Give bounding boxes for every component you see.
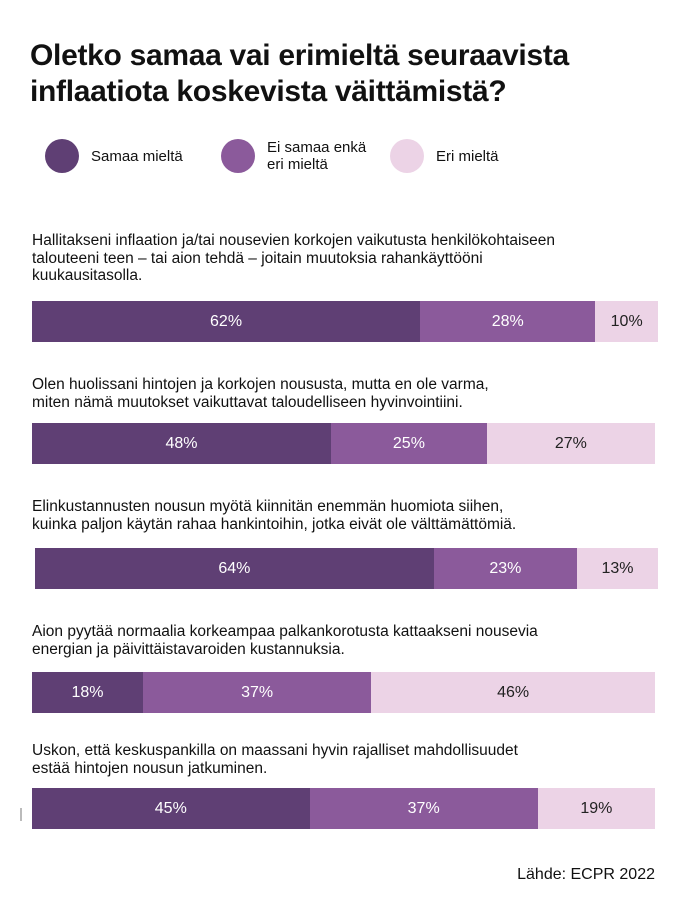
data-label: 37% xyxy=(241,683,274,701)
edge-mark xyxy=(20,808,22,821)
stacked-bar-3: 64% 23% 13% xyxy=(35,548,658,589)
chart-title: Oletko samaa vai erimieltä seuraavista i… xyxy=(30,39,569,108)
data-label: 23% xyxy=(489,559,522,577)
segment-neutral: 25% xyxy=(331,423,487,464)
statement-5: Uskon, että keskuspankilla on maassani h… xyxy=(32,742,518,777)
segment-samaa: 18% xyxy=(32,672,144,713)
legend-item-eri: Eri mieltä xyxy=(390,139,499,173)
segment-eri: 19% xyxy=(537,788,655,829)
stacked-bar-5: 45% 37% 19% xyxy=(32,788,655,829)
data-label: 18% xyxy=(71,683,104,701)
segment-neutral: 37% xyxy=(143,672,372,713)
data-label: 37% xyxy=(407,799,440,817)
legend-label-eri: Eri mieltä xyxy=(436,147,499,165)
segment-neutral: 23% xyxy=(433,548,577,589)
data-label: 13% xyxy=(601,559,634,577)
statement-1: Hallitakseni inflaation ja/tai nousevien… xyxy=(32,232,556,284)
legend-swatch-eri xyxy=(390,139,424,173)
segment-neutral: 28% xyxy=(420,301,596,342)
legend-label-samaa: Samaa mieltä xyxy=(91,147,183,165)
statement-4: Aion pyytää normaalia korkeampaa palkank… xyxy=(32,623,538,658)
stacked-bar-1: 62% 28% 10% xyxy=(32,301,658,342)
stacked-bar-2: 48% 25% 27% xyxy=(32,423,655,464)
segment-samaa: 48% xyxy=(32,423,332,464)
segment-eri: 10% xyxy=(595,301,658,342)
data-label: 10% xyxy=(610,312,643,330)
segment-eri: 13% xyxy=(577,548,658,589)
segment-eri: 27% xyxy=(486,423,655,464)
segment-samaa: 62% xyxy=(32,301,421,342)
data-label: 64% xyxy=(218,559,251,577)
legend-item-neutral: Ei samaa enkä eri mieltä xyxy=(221,139,366,173)
segment-neutral: 37% xyxy=(309,788,538,829)
data-label: 19% xyxy=(580,799,613,817)
legend-item-samaa: Samaa mieltä xyxy=(45,139,183,173)
data-label: 62% xyxy=(210,312,243,330)
data-label: 45% xyxy=(154,799,187,817)
statement-3: Elinkustannusten nousun myötä kiinnitän … xyxy=(32,498,517,533)
data-label: 27% xyxy=(554,434,587,452)
legend-label-neutral: Ei samaa enkä eri mieltä xyxy=(267,139,367,173)
data-label: 48% xyxy=(165,434,198,452)
data-label: 25% xyxy=(392,434,425,452)
stacked-bar-4: 18% 37% 46% xyxy=(32,672,655,713)
statement-2: Olen huolissani hintojen ja korkojen nou… xyxy=(32,376,489,411)
data-label: 28% xyxy=(491,312,524,330)
data-label: 46% xyxy=(497,683,530,701)
legend-swatch-samaa xyxy=(45,139,79,173)
segment-samaa: 45% xyxy=(32,788,310,829)
legend-swatch-neutral xyxy=(221,139,255,173)
segment-samaa: 64% xyxy=(35,548,434,589)
source-note: Lähde: ECPR 2022 xyxy=(517,866,655,883)
segment-eri: 46% xyxy=(371,672,655,713)
